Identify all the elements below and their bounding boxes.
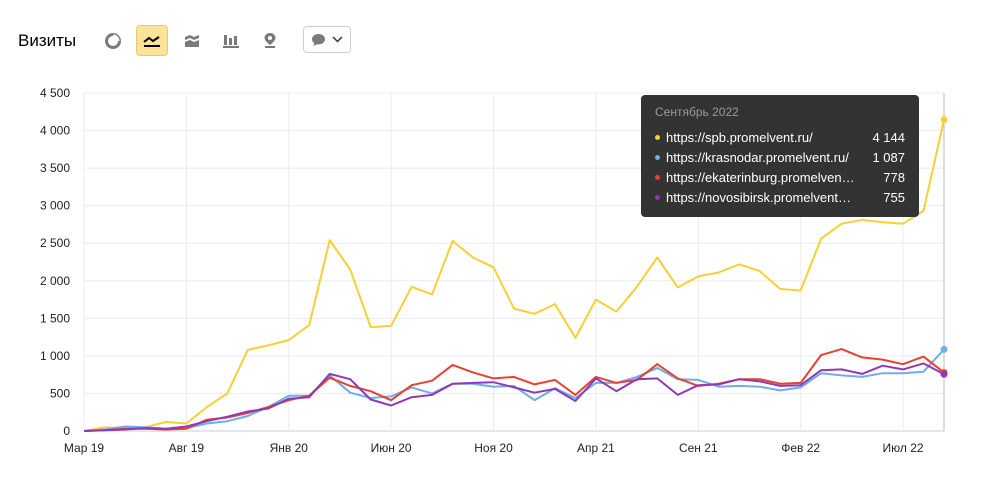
bar-chart-button[interactable] bbox=[215, 25, 247, 56]
y-tick-label: 1 500 bbox=[40, 311, 70, 325]
y-tick-label: 4 000 bbox=[40, 124, 70, 138]
series-color-dot bbox=[655, 174, 660, 180]
tooltip-series-label: https://spb.promelvent.ru/ bbox=[666, 129, 813, 145]
x-tick-label: Сен 21 bbox=[679, 441, 718, 455]
tooltip-series-label: https://novosibirsk.promelvent… bbox=[666, 189, 851, 205]
tooltip-series-value: 778 bbox=[883, 169, 905, 185]
y-tick-label: 0 bbox=[63, 424, 70, 438]
tooltip-title: Сентябрь 2022 bbox=[655, 105, 739, 119]
series-color-dot bbox=[655, 134, 660, 140]
series-line-spb bbox=[83, 119, 945, 432]
line-chart-button[interactable] bbox=[136, 25, 168, 56]
line-chart-icon bbox=[143, 35, 160, 47]
x-tick-label: Июл 22 bbox=[883, 441, 924, 455]
speech-bubble-icon bbox=[312, 33, 325, 46]
tooltip-row: https://novosibirsk.promelvent… 755 bbox=[655, 187, 905, 207]
series-color-dot bbox=[655, 194, 660, 200]
x-tick-label: Ноя 20 bbox=[474, 441, 513, 455]
y-tick-label: 500 bbox=[50, 386, 70, 400]
x-tick-label: Янв 20 bbox=[270, 441, 309, 455]
series-point-spb bbox=[940, 116, 948, 124]
x-tick-label: Мар 19 bbox=[64, 441, 104, 455]
y-tick-label: 4 500 bbox=[40, 86, 70, 100]
y-axis-labels: 0 500 1 000 1 500 2 000 2 500 3 000 3 500 4 000 4… bbox=[40, 86, 70, 438]
annotations-dropdown[interactable] bbox=[303, 26, 351, 53]
x-tick-label: Июн 20 bbox=[371, 441, 412, 455]
tooltip-series-label: https://ekaterinburg.promelven… bbox=[666, 169, 853, 185]
x-tick-label: Авг 19 bbox=[169, 441, 205, 455]
bar-chart-icon bbox=[223, 34, 239, 48]
area-chart-icon bbox=[185, 34, 199, 47]
pie-chart-icon bbox=[105, 32, 121, 49]
x-axis-labels: Мар 19 Авг 19 Янв 20 Июн 20 Ноя 20 Апр 21 Сен … bbox=[64, 441, 924, 455]
x-tick-label: Апр 21 bbox=[577, 441, 615, 455]
y-tick-label: 3 000 bbox=[40, 199, 70, 213]
chart-toolbar: Визиты bbox=[0, 0, 989, 80]
series-endpoints bbox=[940, 116, 948, 378]
series-point-krasnodar bbox=[940, 345, 948, 353]
y-tick-label: 3 500 bbox=[40, 161, 70, 175]
series-lines bbox=[83, 119, 945, 432]
pie-chart-button[interactable] bbox=[97, 25, 129, 56]
tooltip-series-value: 1 087 bbox=[872, 149, 905, 165]
map-button[interactable] bbox=[254, 25, 286, 56]
chevron-down-icon bbox=[332, 36, 343, 43]
series-line-krasnodar bbox=[83, 348, 945, 432]
y-tick-label: 2 500 bbox=[40, 236, 70, 250]
tooltip-row: https://krasnodar.promelvent.ru/1 087 bbox=[655, 147, 905, 167]
chart-grid bbox=[83, 92, 944, 432]
tooltip-series-value: 755 bbox=[883, 189, 905, 205]
hover-tooltip: Сентябрь 2022 https://spb.promelvent.ru/… bbox=[641, 95, 919, 217]
tooltip-row: https://ekaterinburg.promelven… 778 bbox=[655, 167, 905, 187]
tooltip-series-label: https://krasnodar.promelvent.ru/ bbox=[666, 149, 849, 165]
series-color-dot bbox=[655, 154, 660, 160]
series-point-novosibirsk bbox=[940, 370, 948, 378]
series-line-novosibirsk bbox=[83, 362, 945, 432]
map-pin-icon bbox=[264, 33, 276, 48]
tooltip-series-value: 4 144 bbox=[872, 129, 905, 145]
y-tick-label: 2 000 bbox=[40, 274, 70, 288]
tooltip-row: https://spb.promelvent.ru/4 144 bbox=[655, 127, 905, 147]
metric-title: Визиты bbox=[18, 31, 77, 50]
series-line-ekaterinburg bbox=[83, 348, 945, 432]
y-tick-label: 1 000 bbox=[40, 349, 70, 363]
area-chart-button[interactable] bbox=[176, 25, 208, 56]
x-tick-label: Фев 22 bbox=[781, 441, 820, 455]
